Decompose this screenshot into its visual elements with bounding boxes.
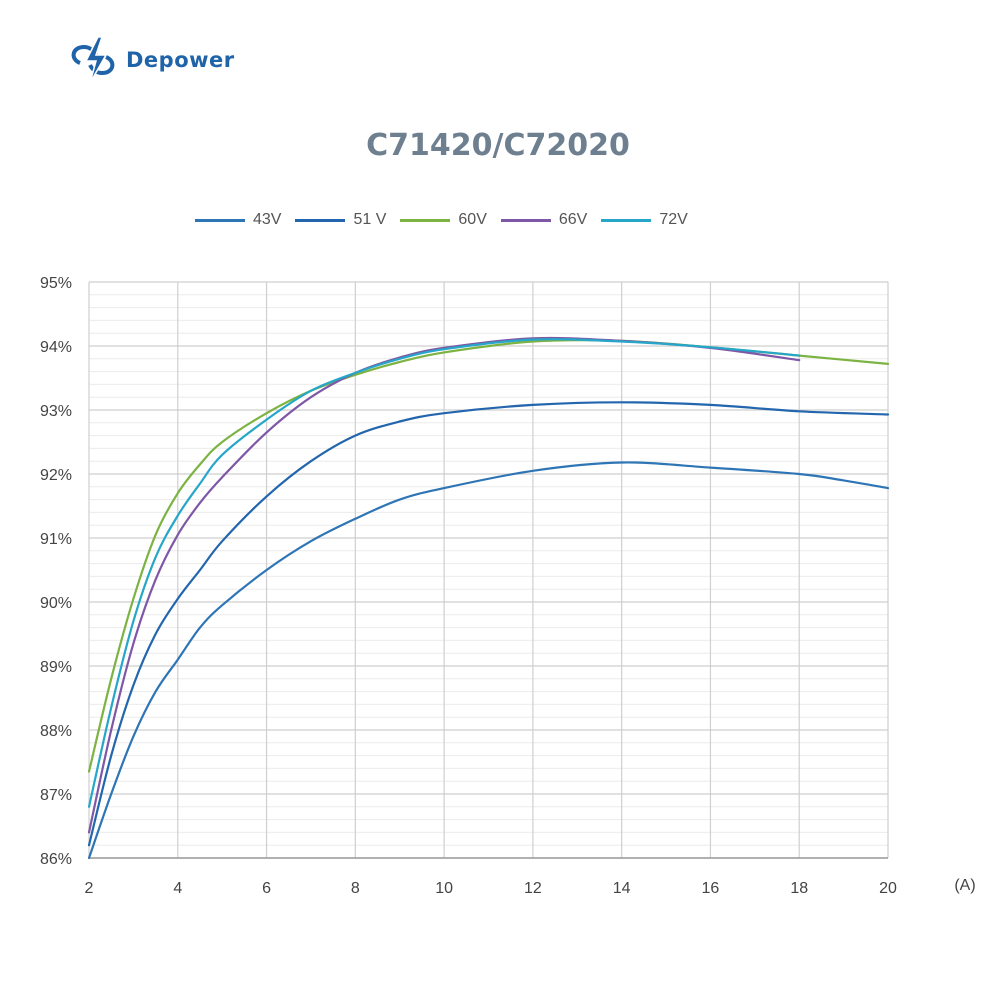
x-tick-label: 14 <box>613 880 631 897</box>
y-tick-label: 93% <box>40 403 72 420</box>
legend-swatch <box>400 218 451 222</box>
x-tick-label: 16 <box>702 880 720 897</box>
y-tick-label: 90% <box>40 595 72 612</box>
legend-item: 72V <box>601 211 688 229</box>
x-tick-label: 8 <box>351 880 360 897</box>
x-tick-labels: 2 4 6 8 10 12 14 16 18 20 <box>85 880 897 897</box>
legend-swatch <box>601 218 652 222</box>
legend-swatch <box>500 218 551 222</box>
series-line-51v <box>87 401 890 847</box>
y-tick-label: 91% <box>40 531 72 548</box>
x-tick-label: 20 <box>879 880 897 897</box>
legend-label: 60V <box>458 211 487 228</box>
x-tick-label: 2 <box>85 880 94 897</box>
x-tick-label: 4 <box>173 880 182 897</box>
x-unit-label: (A) <box>954 877 975 894</box>
x-tick-label: 18 <box>790 880 808 897</box>
y-tick-label: 89% <box>40 659 72 676</box>
grid-lines <box>88 281 889 859</box>
y-tick-label: 86% <box>40 851 72 868</box>
lightning-bolt-plug-logo-icon <box>71 36 115 84</box>
y-tick-labels: 86% 87% 88% 89% 90% 91% 92% 93% 94% 95% <box>40 275 72 868</box>
series-line-60v <box>87 339 890 773</box>
legend-item: 51 V <box>295 211 386 229</box>
series-line-43v <box>87 461 890 860</box>
legend-item: 66V <box>500 211 588 229</box>
y-tick-label: 92% <box>40 467 72 484</box>
x-tick-label: 12 <box>524 880 542 897</box>
y-tick-label: 88% <box>40 723 72 740</box>
brand-logo: Depower <box>66 33 235 87</box>
series-line-72v <box>87 338 801 808</box>
x-tick-label: 6 <box>262 880 271 897</box>
legend-label: 72V <box>659 211 688 228</box>
legend-item: 43V <box>195 211 281 229</box>
series-lines <box>87 336 890 860</box>
chart-title: C71420/C72020 <box>366 128 630 163</box>
chart-legend: 43V 51 V 60V 66V 72V <box>195 208 702 232</box>
brand-name: Depower <box>126 48 235 72</box>
y-tick-label: 94% <box>40 339 72 356</box>
y-tick-label: 95% <box>40 275 72 292</box>
legend-label: 51 V <box>353 211 387 228</box>
legend-label: 43V <box>253 211 282 228</box>
legend-swatch <box>295 218 346 222</box>
legend-item: 60V <box>400 211 487 229</box>
y-tick-label: 87% <box>40 787 72 804</box>
x-tick-label: 10 <box>435 880 453 897</box>
legend-label: 66V <box>558 211 588 228</box>
legend-swatch <box>195 218 245 222</box>
